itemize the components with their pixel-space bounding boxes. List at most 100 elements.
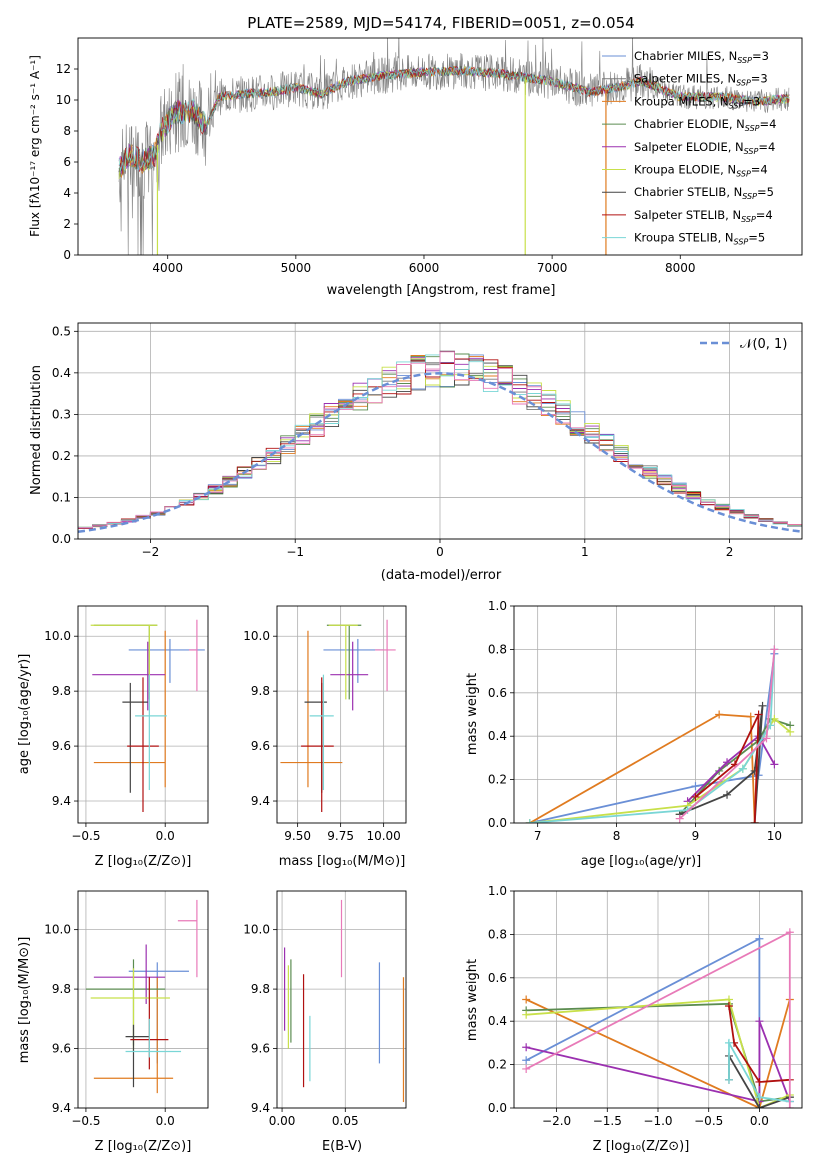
y-tick-label: 10 [56, 93, 71, 107]
series-marker-salpeter_stelib [750, 819, 759, 823]
y-tick-label: 0.5 [52, 324, 71, 338]
x-tick-label: 10.00 [366, 829, 400, 843]
series-marker-kroupa_miles [746, 712, 755, 721]
x-tick-label: 8 [613, 829, 621, 843]
series-marker-pink [762, 734, 771, 743]
y-tick-label: 10.0 [243, 923, 270, 937]
y-tick-label: 0.4 [52, 366, 71, 380]
legend-value: =4 [758, 140, 775, 154]
y-tick-label: 0.2 [52, 449, 71, 463]
plot-body [283, 899, 405, 1103]
legend-subscript: SSP [736, 170, 751, 179]
axes-frame [77, 890, 209, 1109]
x-tick-label: 4000 [152, 261, 183, 275]
x-tick-label: 0.0 [750, 1114, 769, 1128]
series-marker-salpeter_stelib [755, 1077, 764, 1086]
series-marker-kroupa_stelib [724, 1075, 733, 1084]
legend-label-kroupa_elodie: Kroupa ELODIE, NSSP=4 [634, 163, 768, 179]
x-tick-label: −0.5 [71, 829, 100, 843]
y-tick-label: 9.8 [52, 982, 71, 996]
x-tick-label: 7000 [537, 261, 568, 275]
y-tick-label: 0.8 [488, 927, 507, 941]
x-tick-label: 10 [767, 829, 782, 843]
y-tick-label: 0.0 [488, 1101, 507, 1115]
age-mass-xlabel: mass [log₁₀(M/M⊙)] [279, 854, 406, 869]
series-marker-chabrier_miles [691, 782, 700, 791]
y-tick-label: 10.0 [44, 629, 71, 643]
x-tick-label: 6000 [409, 261, 440, 275]
series-line-kroupa_miles [529, 713, 756, 823]
spectrum-legend: Chabrier MILES, NSSP=3 Salpeter MILES, NS… [602, 49, 776, 247]
legend-value: =4 [751, 163, 768, 177]
weight-vs-age-plot: 7 8 9 10 0.0 0.2 0.4 0.6 0.8 1.0 [488, 599, 803, 843]
series-marker-chabrier_miles [522, 1056, 531, 1065]
residual-legend: 𝒩(0, 1) [700, 337, 787, 352]
series-line-kroupa_stelib [728, 1039, 790, 1103]
series-marker-kroupa_stelib [525, 819, 534, 823]
y-tick-label: 0.2 [488, 1058, 507, 1072]
legend-label-salpeter_elodie: Salpeter ELODIE, NSSP=4 [634, 140, 775, 156]
normal-distribution-curve [78, 372, 802, 533]
y-tick-label: 9.8 [251, 982, 270, 996]
series-marker-salpeter_stelib [691, 792, 700, 801]
mass-vs-ebv-panel: 0.00 0.05 9.4 9.6 9.8 10.0 E(B-V) [243, 890, 407, 1154]
plot-body [118, 38, 790, 255]
legend-value: =3 [743, 94, 760, 108]
y-tick-label: 10.0 [44, 923, 71, 937]
plot-body [525, 645, 795, 823]
x-tick-label: 0.00 [269, 1114, 296, 1128]
y-tick-label: 0.6 [488, 686, 507, 700]
series-marker-kroupa_miles [715, 710, 724, 719]
x-tick-label: −1.0 [643, 1114, 672, 1128]
spectrum-ylabel: Flux [fλ10⁻¹⁷ erg cm⁻² s⁻¹ A⁻¹] [28, 55, 42, 237]
y-tick-label: 1.0 [488, 884, 507, 898]
series-line-kroupa_elodie [526, 998, 791, 1108]
series-marker-salpeter_elodie [755, 1017, 764, 1026]
y-tick-label: 0.2 [488, 773, 507, 787]
legend-subscript: SSP [737, 56, 752, 65]
series-marker-kroupa_stelib [738, 764, 747, 773]
residual-ylabel: Normed distribution [29, 365, 44, 495]
legend-subscript: SSP [741, 215, 756, 224]
legend-value: =3 [752, 49, 769, 63]
weight-age-ylabel: mass weight [465, 673, 480, 755]
axes-frame [77, 322, 803, 540]
legend-subscript: SSP [744, 147, 759, 156]
spectrum-panel: PLATE=2589, MJD=54174, FIBERID=0051, z=0… [28, 14, 803, 298]
mass-z-ylabel: mass [log₁₀(M/M⊙)] [17, 937, 32, 1064]
x-tick-label: 9.50 [284, 829, 311, 843]
y-tick-label: 12 [56, 62, 71, 76]
series-marker-chabrier_stelib [723, 790, 732, 799]
y-tick-label: 9.4 [251, 794, 270, 808]
plot-body [78, 350, 802, 533]
age-vs-mass-panel: 9.50 9.75 10.00 9.4 9.6 9.8 10.0 mass [log₁₀(M… [243, 605, 407, 869]
y-tick-label: 0 [63, 248, 71, 262]
legend-value: =4 [760, 117, 777, 131]
y-tick-label: 0.0 [52, 532, 71, 546]
x-tick-label: 7 [534, 829, 542, 843]
series-marker-kroupa_miles [522, 995, 531, 1004]
age-z-xlabel: Z [log₁₀(Z/Z⊙)] [95, 854, 192, 869]
legend-label-chabrier_miles: Chabrier MILES, NSSP=3 [634, 49, 769, 65]
legend-label-salpeter_miles: Salpeter MILES, NSSP=3 [634, 72, 768, 88]
y-tick-label: 9.4 [251, 1101, 270, 1115]
series-marker-salpeter_stelib [754, 710, 763, 719]
mass-vs-z-plot: −0.5 0.0 9.4 9.6 9.8 10.0 [44, 890, 209, 1128]
series-marker-pink [770, 645, 779, 654]
weight-age-xlabel: age [log₁₀(age/yr)] [581, 854, 702, 869]
x-tick-label: −0.5 [694, 1114, 723, 1128]
plot-body [280, 619, 396, 813]
axes-frame [276, 890, 407, 1109]
series-line-chabrier_miles [529, 653, 776, 823]
x-tick-label: 9 [692, 829, 700, 843]
model-spectrum-kroupa_miles [118, 66, 790, 178]
y-tick-label: 8 [63, 124, 71, 138]
series-marker-pink [522, 1064, 531, 1073]
series-marker-kroupa_elodie [522, 1010, 531, 1019]
y-tick-label: 9.6 [52, 739, 71, 753]
age-vs-z-plot: −0.5 0.0 9.4 9.6 9.8 10.0 [44, 605, 209, 843]
y-tick-label: 0.4 [488, 1014, 507, 1028]
plot-body [522, 928, 794, 1108]
y-tick-label: 6 [63, 155, 71, 169]
y-tick-label: 0.8 [488, 642, 507, 656]
